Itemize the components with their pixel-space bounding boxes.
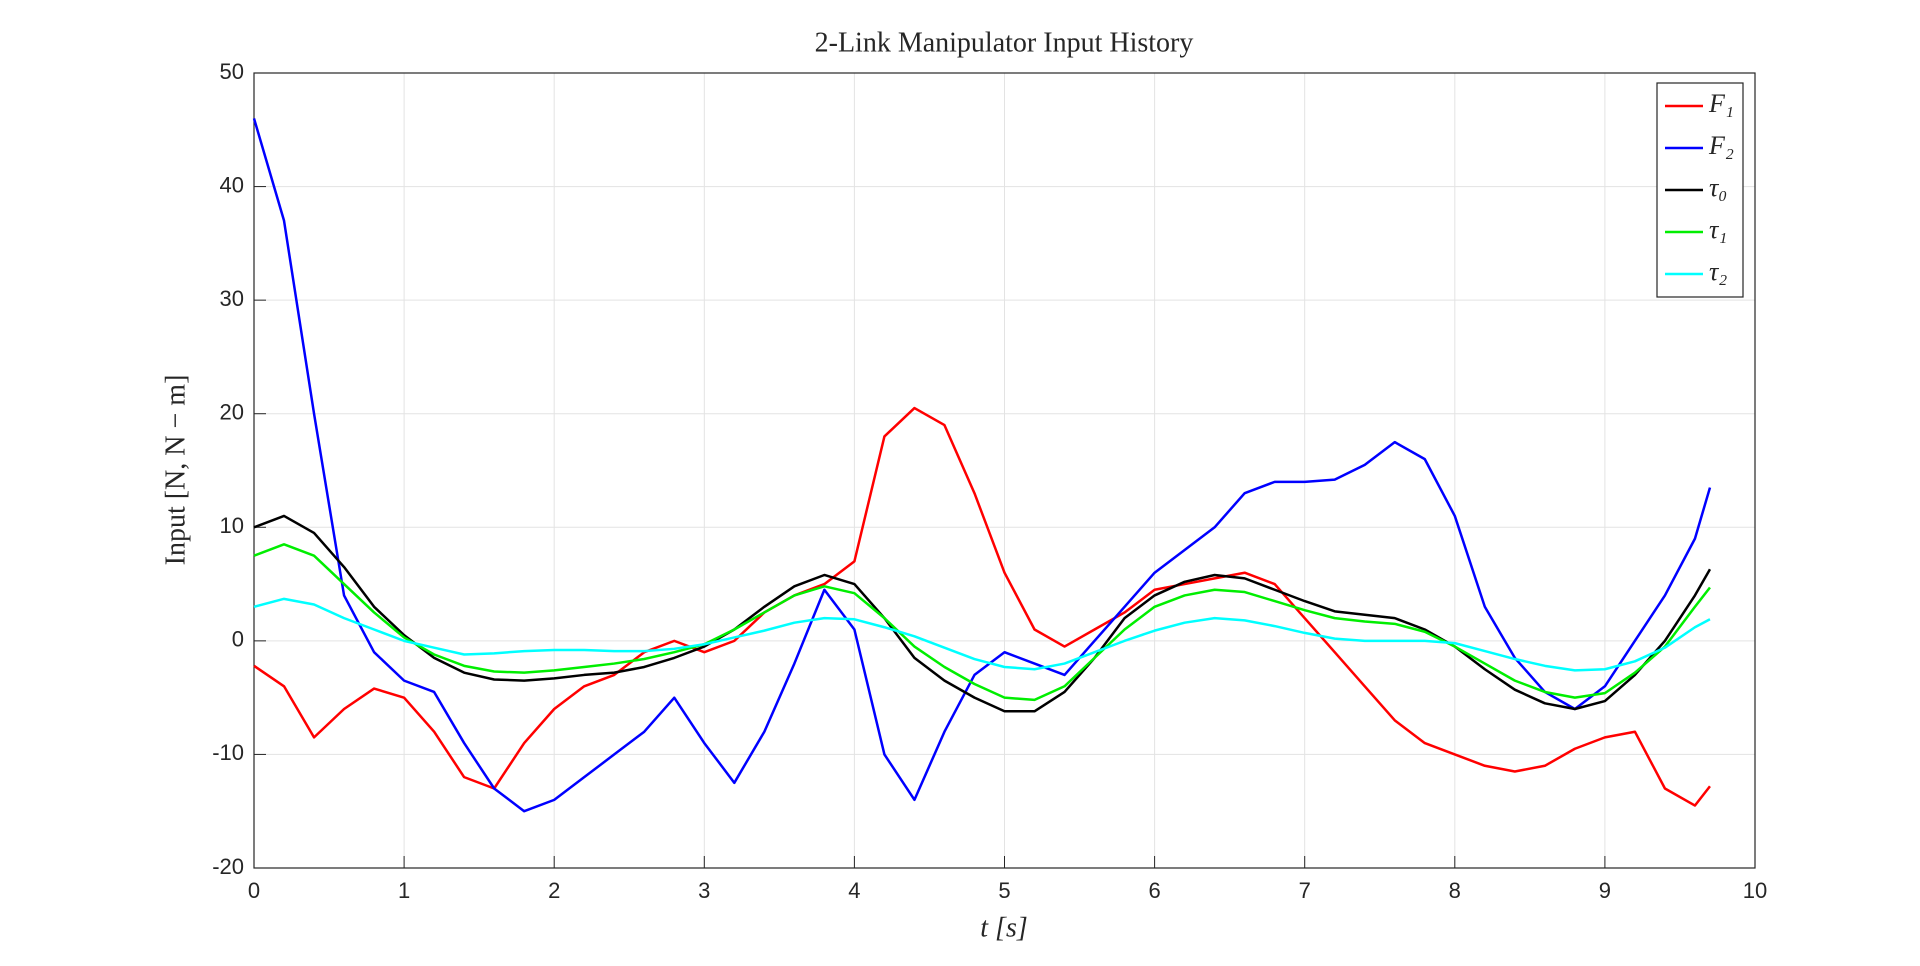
x-tick-label: 3 [698,878,710,903]
x-tick-label: 4 [848,878,860,903]
legend-label: τ₀ [1709,173,1727,202]
y-axis-label: Input [N, N − m] [160,375,191,566]
legend-label: F₂ [1708,131,1734,160]
legend-label: F₁ [1708,89,1734,118]
legend-label: τ₁ [1709,215,1727,244]
y-tick-label: 40 [220,172,244,197]
x-tick-label: 2 [548,878,560,903]
x-tick-label: 5 [998,878,1010,903]
x-tick-label: 7 [1299,878,1311,903]
x-axis-label: t [s] [980,912,1027,943]
y-tick-label: 50 [220,59,244,84]
x-tick-label: 1 [398,878,410,903]
x-tick-label: 0 [248,878,260,903]
data-line [253,597,1711,672]
x-tick-label: 10 [1743,878,1767,903]
x-tick-label: 6 [1148,878,1160,903]
data-line [253,514,1712,713]
y-tick-label: 0 [232,627,244,652]
data-line [253,543,1711,702]
y-tick-label: 30 [220,286,244,311]
x-tick-label: 9 [1599,878,1611,903]
plot-frame [253,72,1756,869]
y-tick-label: -10 [212,740,244,765]
y-tick-label: -20 [212,854,244,879]
data-line [252,118,1712,813]
y-tick-label: 20 [220,400,244,425]
data-line [253,406,1711,807]
chart-title: 2-Link Manipulator Input History [815,27,1194,58]
y-tick-label: 10 [220,513,244,538]
x-tick-label: 8 [1449,878,1461,903]
legend-label: τ₂ [1709,257,1727,286]
